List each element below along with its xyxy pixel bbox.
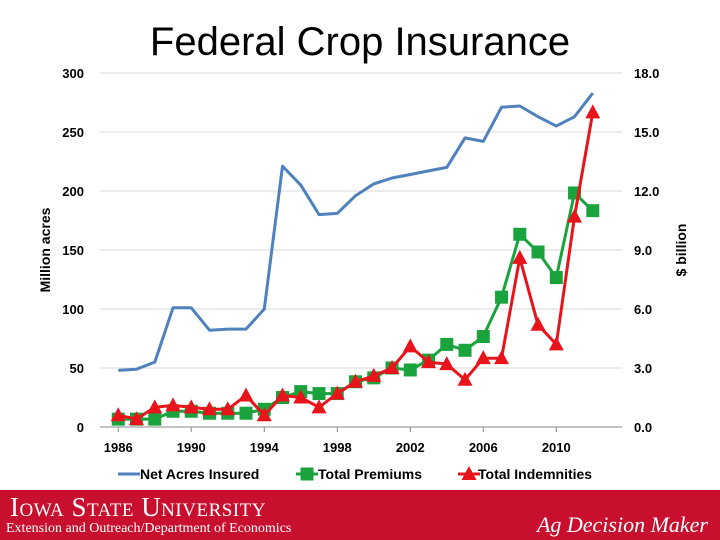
data-point-triangle	[585, 104, 601, 119]
y-axis-right-ticks: 0.0 3.0 6.0 9.0 12.0 15.0 18.0	[634, 66, 659, 435]
legend-entry: Total Premiums	[296, 466, 422, 482]
data-point-triangle	[110, 407, 126, 422]
data-point-triangle	[183, 399, 199, 414]
y-axis-right-label: $ billion	[673, 224, 689, 277]
series-layer	[110, 92, 601, 426]
x-tick-label: 2006	[469, 440, 498, 455]
x-tick-label: 1994	[250, 440, 280, 455]
data-point-triangle	[475, 350, 491, 365]
y-left-tick-label: 300	[62, 66, 84, 81]
chart-title: Federal Crop Insurance	[149, 20, 571, 64]
data-point-square	[476, 330, 490, 344]
data-point-triangle	[494, 350, 510, 365]
data-point-triangle	[220, 401, 236, 416]
data-point-square	[148, 412, 162, 426]
x-tick-label: 2010	[542, 440, 571, 455]
data-point-triangle	[329, 385, 345, 400]
data-point-triangle	[238, 387, 254, 402]
y-right-tick-label: 0.0	[634, 420, 652, 435]
data-point-triangle	[366, 367, 382, 382]
data-point-triangle	[439, 356, 455, 371]
chart-canvas: 0 50 100 150 200 250 300 0.0 3.0 6.0 9.0 12.0 15.0 1…	[37, 66, 689, 482]
data-point-triangle	[165, 397, 181, 412]
data-point-triangle	[461, 466, 477, 480]
y-axis-left-label: Million acres	[37, 207, 53, 292]
data-point-square	[403, 363, 417, 377]
data-point-triangle	[147, 399, 163, 414]
series-total-indemnities	[110, 104, 601, 426]
x-tick-label: 1986	[104, 440, 133, 455]
data-point-triangle	[311, 399, 327, 414]
y-left-tick-label: 200	[62, 184, 84, 199]
legend-label: Total Indemnities	[478, 466, 592, 482]
y-right-tick-label: 18.0	[634, 66, 659, 81]
data-point-triangle	[202, 401, 218, 416]
data-point-square	[239, 406, 253, 420]
legend-label: Total Premiums	[318, 466, 422, 482]
data-point-triangle	[457, 371, 473, 386]
y-right-tick-label: 6.0	[634, 302, 652, 317]
data-point-square	[531, 245, 545, 259]
series-total-premiums	[111, 186, 600, 426]
y-right-tick-label: 15.0	[634, 125, 659, 140]
data-point-triangle	[421, 354, 437, 369]
x-tick-label: 2002	[396, 440, 425, 455]
university-logo-text: Iowa State University	[10, 492, 266, 522]
series-line	[117, 112, 595, 421]
data-point-triangle	[348, 373, 364, 388]
brand-text: Ag Decision Maker	[536, 512, 708, 537]
data-point-triangle	[293, 389, 309, 404]
series-net-acres-insured	[118, 92, 594, 372]
data-point-square	[458, 343, 472, 357]
y-left-tick-label: 150	[62, 243, 84, 258]
x-tick-label: 1998	[323, 440, 352, 455]
data-point-triangle	[275, 387, 291, 402]
y-right-tick-label: 3.0	[634, 361, 652, 376]
x-tick-label: 1990	[177, 440, 206, 455]
legend-entry: Total Indemnities	[458, 466, 592, 482]
data-point-triangle	[384, 360, 400, 374]
legend: Net Acres Insured Total Premiums Total Ind…	[118, 466, 592, 482]
data-point-square	[300, 467, 314, 481]
y-right-tick-label: 12.0	[634, 184, 659, 199]
data-point-square	[440, 337, 454, 351]
legend-label: Net Acres Insured	[140, 466, 259, 482]
series-line	[118, 92, 594, 372]
department-text: Extension and Outreach/Department of Eco…	[6, 521, 292, 536]
y-left-tick-label: 250	[62, 125, 84, 140]
data-point-triangle	[129, 411, 145, 426]
data-point-square	[513, 227, 527, 241]
footer-banner: Iowa State University Extension and Outr…	[0, 490, 720, 540]
data-point-triangle	[530, 316, 546, 331]
data-point-triangle	[548, 336, 564, 351]
y-left-tick-label: 50	[70, 361, 84, 376]
data-point-triangle	[402, 338, 418, 353]
y-left-tick-label: 0	[77, 420, 84, 435]
data-point-square	[586, 204, 600, 218]
data-point-square	[495, 290, 509, 304]
data-point-triangle	[512, 249, 528, 264]
data-point-triangle	[567, 208, 583, 223]
data-point-square	[312, 387, 326, 401]
data-point-triangle	[256, 407, 272, 422]
y-right-tick-label: 9.0	[634, 243, 652, 258]
data-point-square	[549, 271, 563, 285]
y-left-tick-label: 100	[62, 302, 84, 317]
legend-entry: Net Acres Insured	[118, 466, 259, 482]
x-axis-ticks: 1986 1990 1994 1998 2002 2006 2010	[104, 427, 571, 455]
y-axis-left-ticks: 0 50 100 150 200 250 300	[62, 66, 84, 435]
